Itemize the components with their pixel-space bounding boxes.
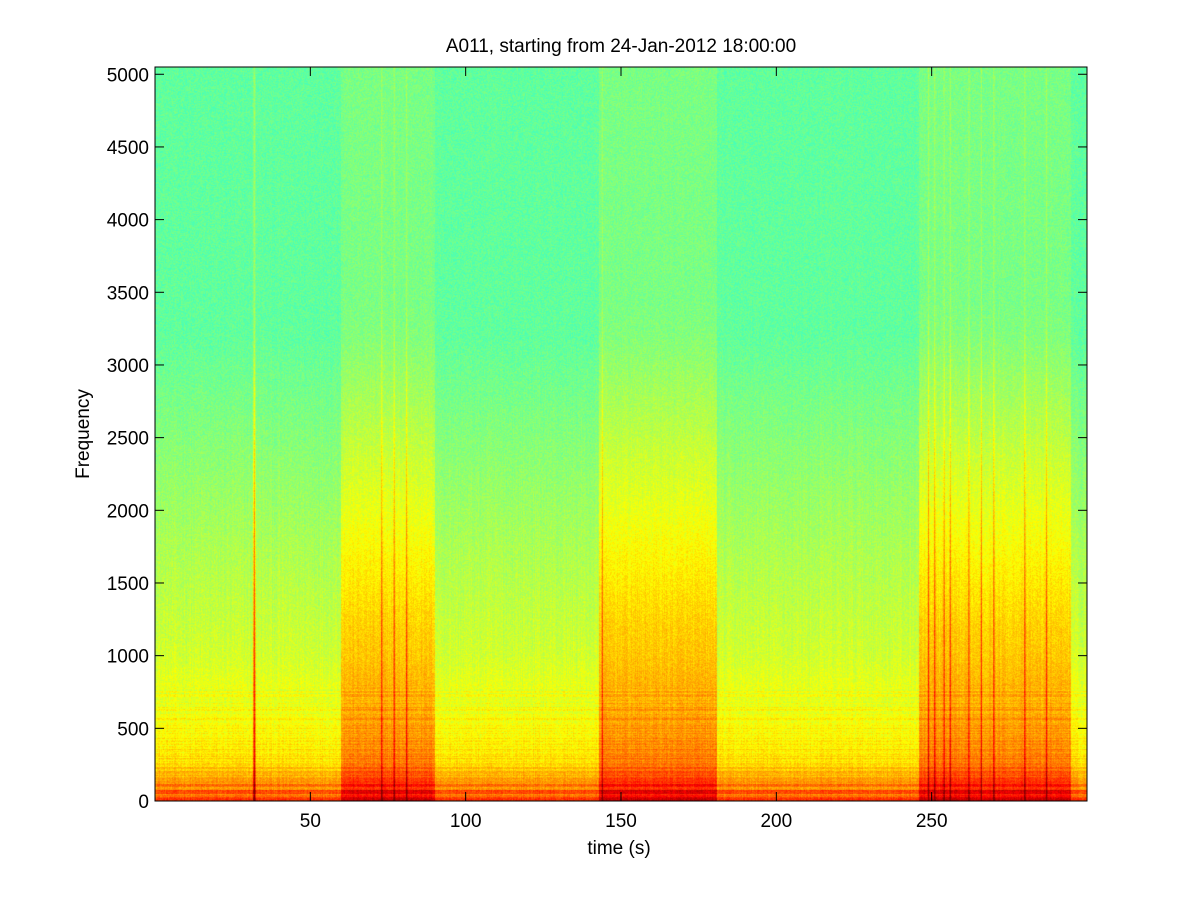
x-tick-label: 50 bbox=[300, 811, 321, 832]
y-tick-label: 0 bbox=[138, 792, 149, 813]
x-ticks: 50 100 150 200 250 bbox=[300, 67, 948, 832]
y-tick-label: 2500 bbox=[107, 429, 149, 450]
y-tick-label: 3000 bbox=[107, 356, 149, 377]
x-tick-label: 250 bbox=[916, 811, 948, 832]
y-tick-label: 4500 bbox=[107, 138, 149, 159]
x-tick-label: 100 bbox=[450, 811, 482, 832]
x-axis-label: time (s) bbox=[587, 838, 650, 859]
chart-title: A011, starting from 24-Jan-2012 18:00:00 bbox=[446, 36, 796, 57]
x-tick-label: 150 bbox=[605, 811, 637, 832]
spectrogram-image bbox=[155, 67, 1087, 801]
y-tick-label: 3500 bbox=[107, 283, 149, 304]
y-tick-label: 1000 bbox=[107, 647, 149, 668]
y-tick-label: 1500 bbox=[107, 574, 149, 595]
y-axis-label: Frequency bbox=[73, 389, 94, 479]
y-tick-label: 5000 bbox=[107, 65, 149, 86]
y-ticks: 0 500 1000 1500 2000 2500 3000 3500 4000 4500 5000 bbox=[107, 65, 1087, 813]
y-tick-label: 500 bbox=[117, 719, 149, 740]
y-tick-label: 2000 bbox=[107, 501, 149, 522]
x-tick-label: 200 bbox=[760, 811, 792, 832]
y-tick-label: 4000 bbox=[107, 211, 149, 232]
spectrogram-heatmap bbox=[155, 67, 1087, 801]
